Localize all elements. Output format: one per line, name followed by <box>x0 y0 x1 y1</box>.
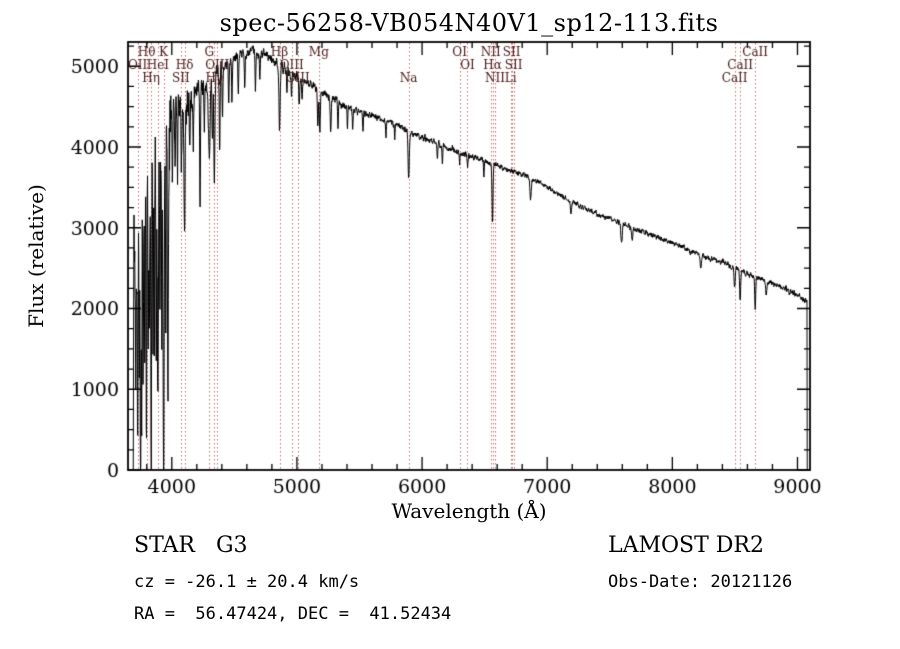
survey-label: LAMOST DR2 <box>608 533 764 558</box>
obs-date: Obs-Date: 20121126 <box>608 572 793 592</box>
x-axis-label: Wavelength (Å) <box>391 499 547 523</box>
object-class-label: STAR G3 <box>134 533 248 558</box>
cz-value: cz = -26.1 ± 20.4 km/s <box>134 572 360 592</box>
y-axis-label: Flux (relative) <box>24 184 48 328</box>
coordinates: RA = 56.47424, DEC = 41.52434 <box>134 604 452 624</box>
plot-title: spec-56258-VB054N40V1_sp12-113.fits <box>219 9 719 37</box>
